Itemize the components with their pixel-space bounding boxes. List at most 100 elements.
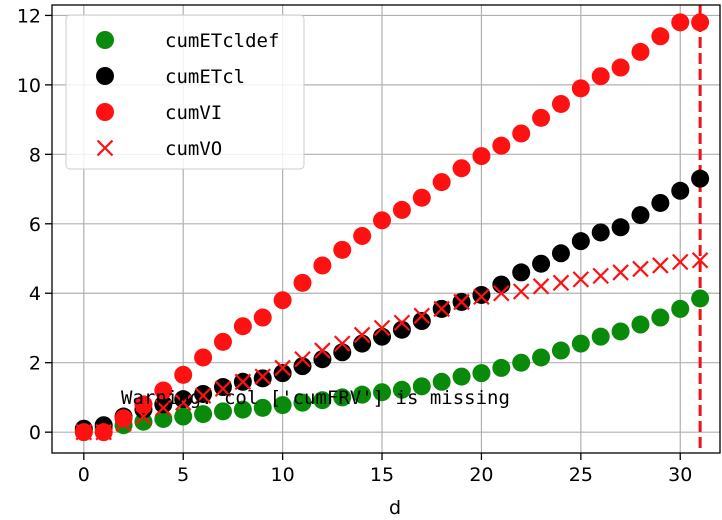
data-point (591, 67, 610, 86)
data-point (213, 332, 232, 351)
data-point (213, 378, 232, 397)
data-point (294, 350, 311, 368)
data-point (353, 226, 372, 245)
data-point (691, 13, 710, 32)
data-point (453, 293, 470, 311)
data-point (353, 334, 372, 353)
x-tick-label: 30 (668, 464, 692, 486)
y-tick-label: 12 (17, 5, 41, 27)
x-tick-label: 5 (177, 464, 189, 486)
data-point (273, 364, 292, 383)
data-point (612, 264, 629, 281)
data-point (571, 232, 590, 251)
data-point (631, 315, 650, 334)
data-point (532, 254, 551, 273)
data-point (392, 380, 411, 399)
legend-marker (96, 139, 114, 157)
data-point (115, 415, 132, 432)
data-point (333, 388, 352, 407)
legend-marker (96, 103, 114, 121)
data-point (313, 350, 332, 369)
data-point (532, 348, 551, 367)
data-point (174, 394, 192, 411)
data-point (254, 368, 272, 385)
data-point (155, 399, 172, 417)
ticks: 0 5 10 15 20 25 30 0 2 4 6 8 10 12 (17, 5, 693, 486)
data-point (652, 257, 669, 274)
data-point (154, 395, 173, 414)
data-point (214, 380, 232, 398)
x-tick-label: 20 (469, 464, 493, 486)
data-point (353, 326, 371, 344)
data-point (373, 319, 391, 337)
data-point (691, 289, 710, 308)
data-point (532, 108, 551, 127)
legend-label: cumVI (165, 102, 222, 124)
data-point (512, 283, 530, 300)
data-point (512, 353, 531, 372)
data-point (333, 240, 352, 259)
data-point (273, 396, 292, 415)
y-tick-label: 2 (29, 353, 41, 375)
data-point (551, 244, 570, 263)
data-point (452, 367, 471, 386)
data-point (452, 159, 471, 178)
data-point (75, 423, 93, 441)
plot-frame (51, 4, 721, 454)
data-point (313, 391, 332, 410)
data-point (174, 365, 193, 384)
legend: cumETcldef cumETcl cumVI cumVO (65, 14, 305, 170)
data-point (233, 400, 252, 419)
x-tick-label: 15 (370, 464, 394, 486)
data-point (552, 274, 570, 292)
legend-marker (96, 67, 114, 85)
data-point (473, 288, 490, 305)
data-point (671, 13, 690, 32)
data-point (611, 218, 630, 237)
data-point (174, 390, 193, 409)
data-point (392, 320, 411, 339)
data-point (293, 273, 312, 292)
data-point (412, 377, 431, 396)
data-point (591, 223, 610, 242)
data-point (493, 284, 510, 302)
x-tick-label: 0 (78, 464, 90, 486)
data-point (611, 322, 630, 341)
x-tick-label: 10 (271, 464, 295, 486)
data-point (472, 147, 491, 166)
data-point (631, 42, 650, 61)
data-point (194, 348, 213, 367)
legend-label: cumETcl (165, 66, 245, 88)
legend-label: cumVO (165, 138, 222, 160)
legend-marker (96, 31, 114, 49)
data-point (274, 359, 291, 377)
data-point (492, 275, 511, 294)
data-point (592, 267, 609, 285)
data-point (174, 407, 193, 426)
y-tick-label: 0 (29, 422, 41, 444)
data-point (671, 253, 689, 271)
data-point (95, 423, 112, 441)
data-point (253, 369, 272, 388)
data-point (373, 211, 392, 230)
legend-box (65, 14, 305, 170)
data-point (691, 169, 710, 188)
data-point (314, 342, 331, 359)
data-point (631, 206, 650, 225)
data-point (472, 285, 491, 304)
data-point (591, 327, 610, 346)
data-point (154, 409, 173, 428)
data-point (492, 136, 511, 155)
data-point (691, 251, 709, 269)
data-point (571, 79, 590, 98)
data-point (413, 307, 431, 325)
data-point (353, 385, 372, 404)
data-point (571, 334, 590, 353)
data-point (194, 405, 213, 424)
data-point (273, 291, 292, 310)
data-point (651, 193, 670, 212)
data-point (512, 124, 531, 143)
x-axis-label: d (389, 497, 401, 519)
data-point (114, 409, 133, 428)
